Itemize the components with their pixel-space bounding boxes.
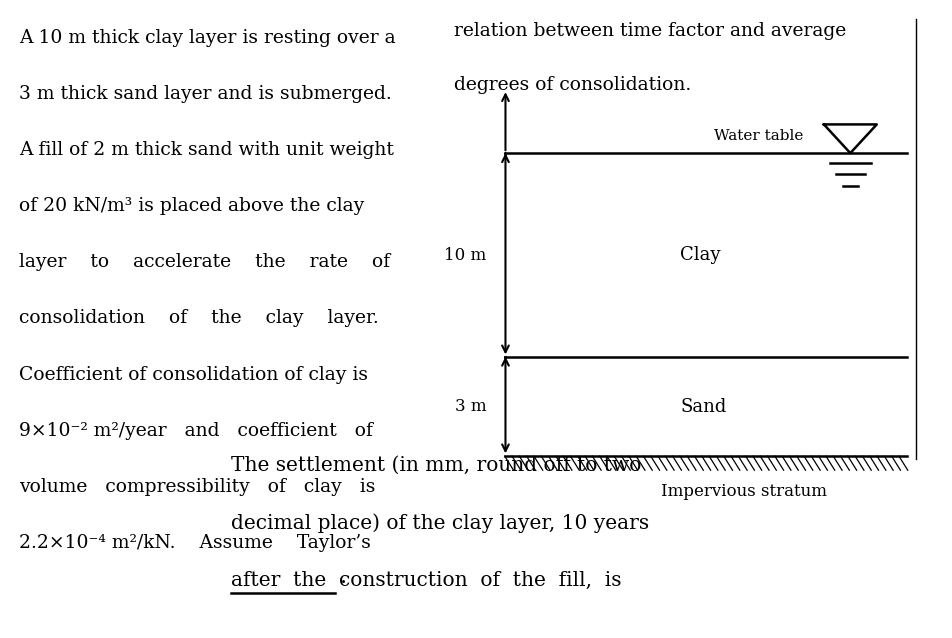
Text: decimal place) of the clay layer, 10 years: decimal place) of the clay layer, 10 yea…: [231, 514, 649, 533]
Text: Water table: Water table: [713, 129, 803, 143]
Text: relation between time factor and average: relation between time factor and average: [453, 22, 844, 40]
Text: Impervious stratum: Impervious stratum: [661, 483, 826, 500]
Text: Coefficient of consolidation of clay is: Coefficient of consolidation of clay is: [19, 366, 367, 383]
Text: 2.2×10⁻⁴ m²/kN.    Assume    Taylor’s: 2.2×10⁻⁴ m²/kN. Assume Taylor’s: [19, 534, 370, 552]
Text: volume   compressibility   of   clay   is: volume compressibility of clay is: [19, 478, 375, 496]
Text: 9×10⁻² m²/year   and   coefficient   of: 9×10⁻² m²/year and coefficient of: [19, 422, 372, 440]
Text: layer    to    accelerate    the    rate    of: layer to accelerate the rate of: [19, 253, 389, 271]
Text: degrees of consolidation.: degrees of consolidation.: [453, 76, 690, 94]
Text: A fill of 2 m thick sand with unit weight: A fill of 2 m thick sand with unit weigh…: [19, 141, 393, 159]
Text: 3 m: 3 m: [454, 398, 486, 415]
Text: The settlement (in mm, round off to two: The settlement (in mm, round off to two: [231, 456, 642, 475]
Text: after  the  construction  of  the  fill,  is: after the construction of the fill, is: [231, 571, 622, 590]
Text: Sand: Sand: [680, 397, 725, 416]
Text: A 10 m thick clay layer is resting over a: A 10 m thick clay layer is resting over …: [19, 29, 395, 47]
Text: consolidation    of    the    clay    layer.: consolidation of the clay layer.: [19, 309, 378, 327]
Text: 10 m: 10 m: [444, 247, 486, 263]
Text: of 20 kN/m³ is placed above the clay: of 20 kN/m³ is placed above the clay: [19, 197, 364, 215]
Text: .: .: [340, 567, 347, 588]
Text: Clay: Clay: [680, 246, 720, 264]
Text: 3 m thick sand layer and is submerged.: 3 m thick sand layer and is submerged.: [19, 85, 391, 103]
